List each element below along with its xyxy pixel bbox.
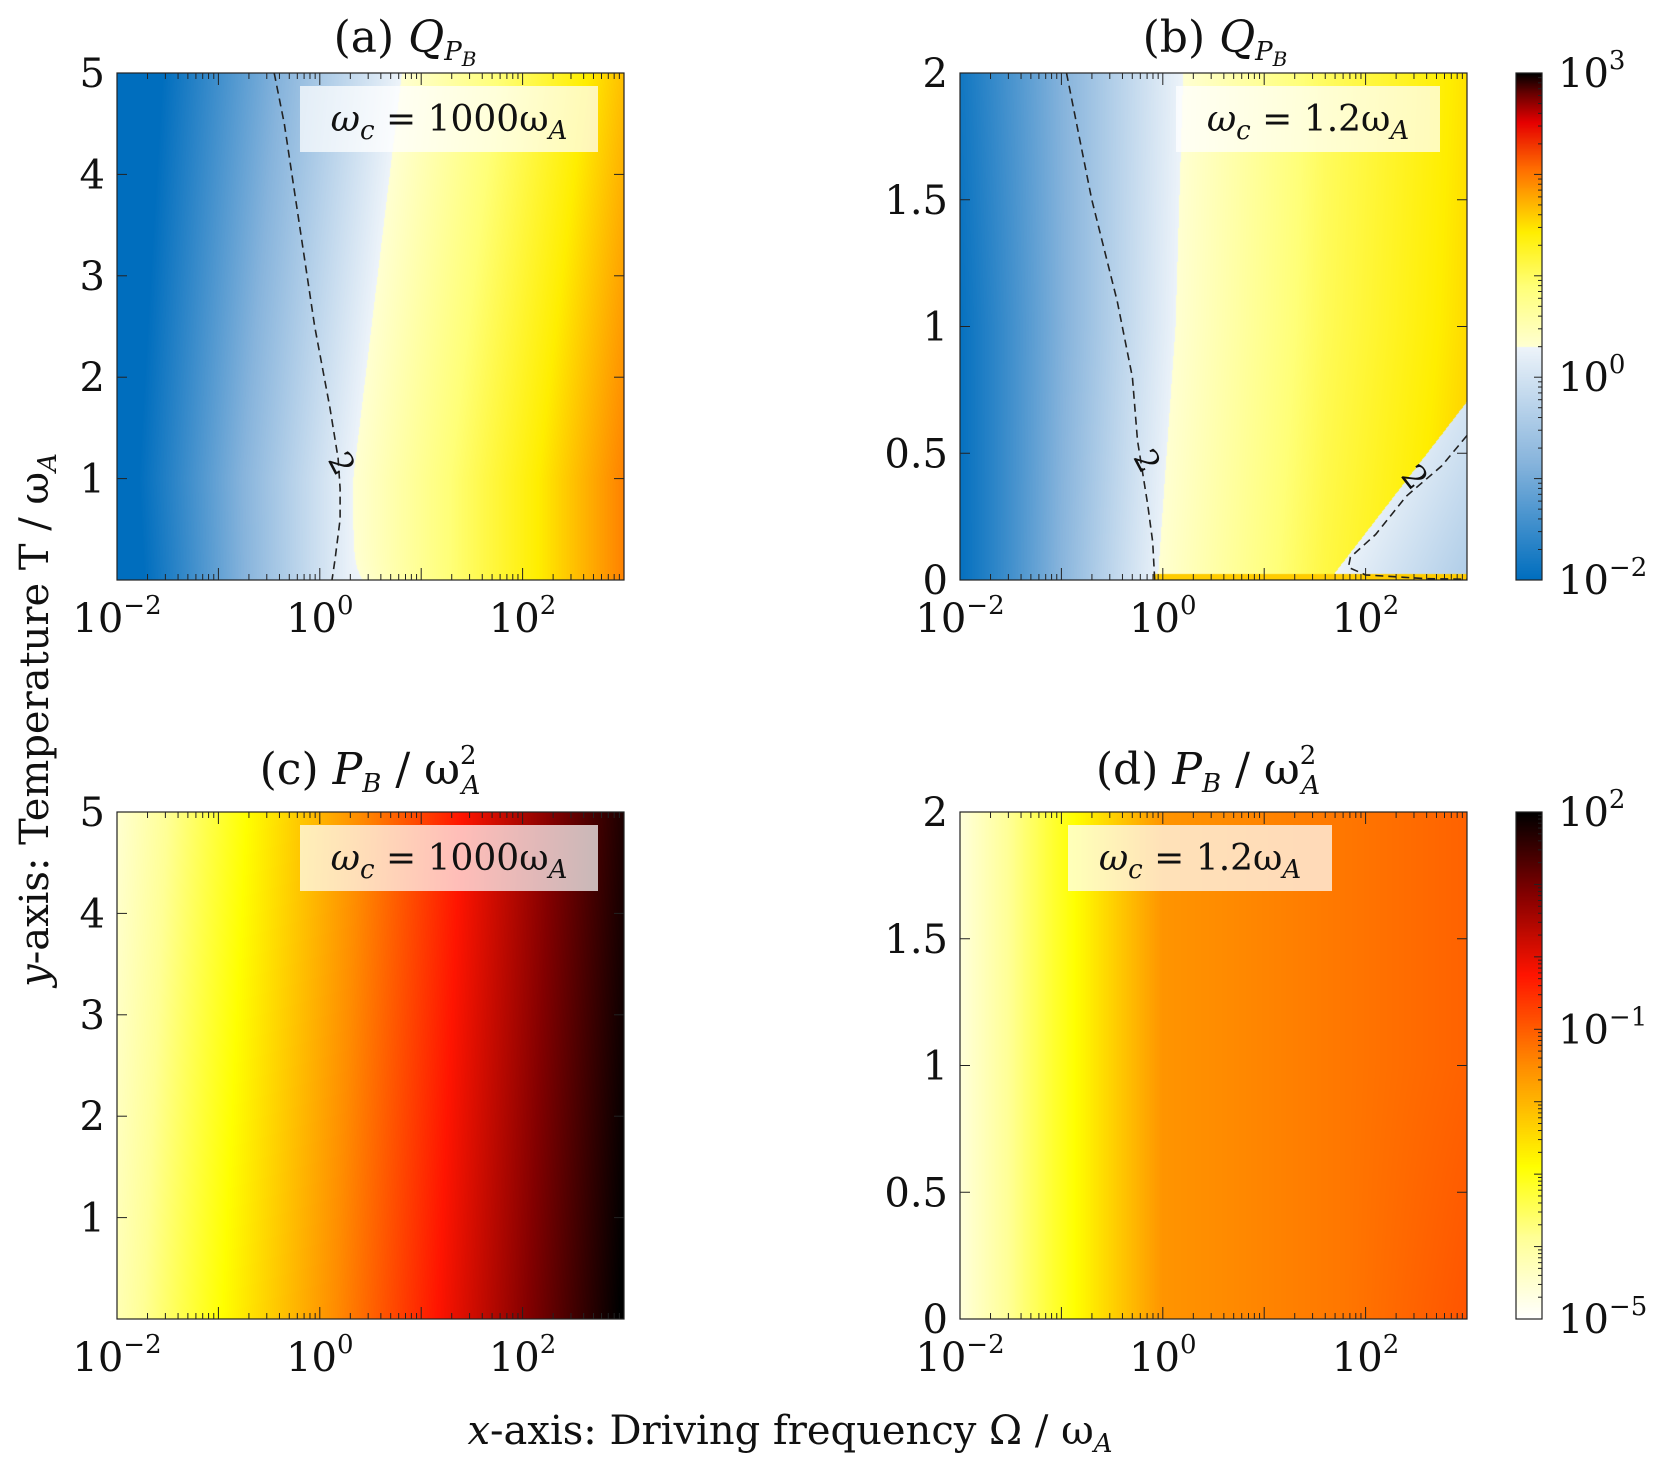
panel-c-heatmap: [117, 812, 624, 1319]
panel-d-annotation-box: [1068, 825, 1332, 891]
y-tick-label: 2: [80, 355, 105, 401]
panel-c-annotation-box: [300, 825, 598, 891]
panel-d-annotation-text: ωc = 1.2ωA: [1099, 838, 1301, 885]
colorbar-tick-label: 10−2: [1558, 553, 1647, 604]
x-tick-label: 10−2: [915, 1330, 1004, 1381]
panel-d: (d) PB / ω2 A 10−2 100 102 2 1.5 1 0.5 0 ωc = 1.…: [884, 741, 1468, 1381]
y-tick-label: 2: [923, 51, 948, 97]
panel-d-annotation: ωc = 1.2ωA: [1068, 825, 1332, 891]
colorbar-bottom-axis: 102 10−1 10−5: [1515, 785, 1647, 1343]
panel-a-annotation-box: [300, 86, 598, 152]
panel-a-heatmap-host: [117, 73, 624, 580]
x-tick-label: 100: [1129, 591, 1196, 642]
y-tick-label: 0.5: [884, 1170, 948, 1216]
y-tick-label: 2: [923, 790, 948, 836]
panel-d-heatmap: [960, 812, 1467, 1319]
y-tick-label: 3: [80, 254, 105, 300]
colorbar-frame: [1515, 72, 1543, 581]
panel-a-heatmap: [117, 73, 624, 580]
y-tick-label: 0: [923, 558, 948, 604]
y-tick-label: 4: [80, 152, 105, 198]
colorbar-bottom-gradient: [1516, 812, 1542, 1319]
y-tick-label: 1.5: [884, 917, 948, 963]
colorbar-bottom: 102 10−1 10−5: [1515, 785, 1647, 1343]
colorbar-top: 103 100 10−2: [1515, 46, 1647, 604]
panel-c-heatmap-host: [117, 812, 624, 1319]
panel-c-annotation-text: ωc = 1000ωA: [331, 838, 568, 885]
x-tick-label: 100: [286, 1330, 353, 1381]
x-tick-label: 102: [1332, 591, 1399, 642]
colorbar-frame: [1515, 811, 1543, 1320]
colorbar-bottom-host: [1516, 812, 1542, 1319]
colorbar-tick-label: 103: [1558, 46, 1625, 97]
panel-b-annotation-box: [1176, 86, 1440, 152]
colorbar-top-axis: 103 100 10−2: [1515, 46, 1647, 604]
panel-b-heatmap: [960, 73, 1467, 580]
x-tick-label: 10−2: [72, 1330, 161, 1381]
y-tick-label: 0: [923, 1297, 948, 1343]
x-tick-label: 102: [489, 591, 556, 642]
plot-frame: [116, 72, 625, 581]
panel-b-annotation: ωc = 1.2ωA: [1176, 86, 1440, 152]
panel-d-heatmap-host: [960, 812, 1467, 1319]
panel-a-annotation-text: ωc = 1000ωA: [331, 99, 568, 146]
panel-c-title: (c) PB / ω2 A: [260, 741, 481, 801]
panel-b-heatmap-host: [960, 73, 1467, 580]
contour-line: [1347, 434, 1468, 580]
panel-c-axes: 10−2 100 102 5 4 3 2 1: [72, 790, 625, 1381]
contour-line: [273, 72, 341, 581]
panel-a-annotation: ωc = 1000ωA: [300, 86, 598, 152]
panel-b-title: (b) QPB: [1143, 12, 1288, 71]
colorbar-top-host: [1516, 73, 1542, 580]
y-tick-label: 2: [80, 1094, 105, 1140]
panel-b-annotation-text: ωc = 1.2ωA: [1207, 99, 1409, 146]
plot-frame: [116, 811, 625, 1320]
x-tick-label: 102: [1332, 1330, 1399, 1381]
y-tick-label: 3: [80, 993, 105, 1039]
panel-c-annotation: ωc = 1000ωA: [300, 825, 598, 891]
colorbar-tick-label: 10−1: [1558, 1002, 1647, 1053]
y-tick-label: 1: [923, 305, 948, 351]
colorbar-top-gradient: [1516, 73, 1542, 580]
y-tick-label: 0.5: [884, 431, 948, 477]
panel-c: (c) PB / ω2 A 10−2 100 102 5 4 3 2 1 ωc = 1000ωA: [72, 741, 625, 1381]
panel-a-title: (a) QPB: [334, 12, 477, 71]
y-tick-label: 1: [80, 457, 105, 503]
y-tick-label: 5: [80, 51, 105, 97]
panel-d-axes: 10−2 100 102 2 1.5 1 0.5 0: [884, 790, 1468, 1381]
colorbar-tick-label: 10−5: [1558, 1292, 1647, 1343]
y-tick-label: 1.5: [884, 178, 948, 224]
y-tick-label: 1: [923, 1044, 948, 1090]
colorbar-tick-label: 102: [1558, 785, 1625, 836]
y-tick-label: 1: [80, 1196, 105, 1242]
y-axis-label: y-axis: Temperature T / ωA: [12, 453, 63, 989]
x-tick-label: 100: [286, 591, 353, 642]
x-tick-label: 102: [489, 1330, 556, 1381]
x-axis-label: x-axis: Driving frequency Ω / ωA: [467, 1408, 1112, 1459]
x-tick-label: 100: [1129, 1330, 1196, 1381]
y-tick-label: 4: [80, 891, 105, 937]
x-tick-label: 10−2: [72, 591, 161, 642]
panel-d-title: (d) PB / ω2 A: [1096, 741, 1320, 801]
y-tick-label: 5: [80, 790, 105, 836]
x-tick-label: 10−2: [915, 591, 1004, 642]
colorbar-tick-label: 100: [1558, 350, 1625, 401]
